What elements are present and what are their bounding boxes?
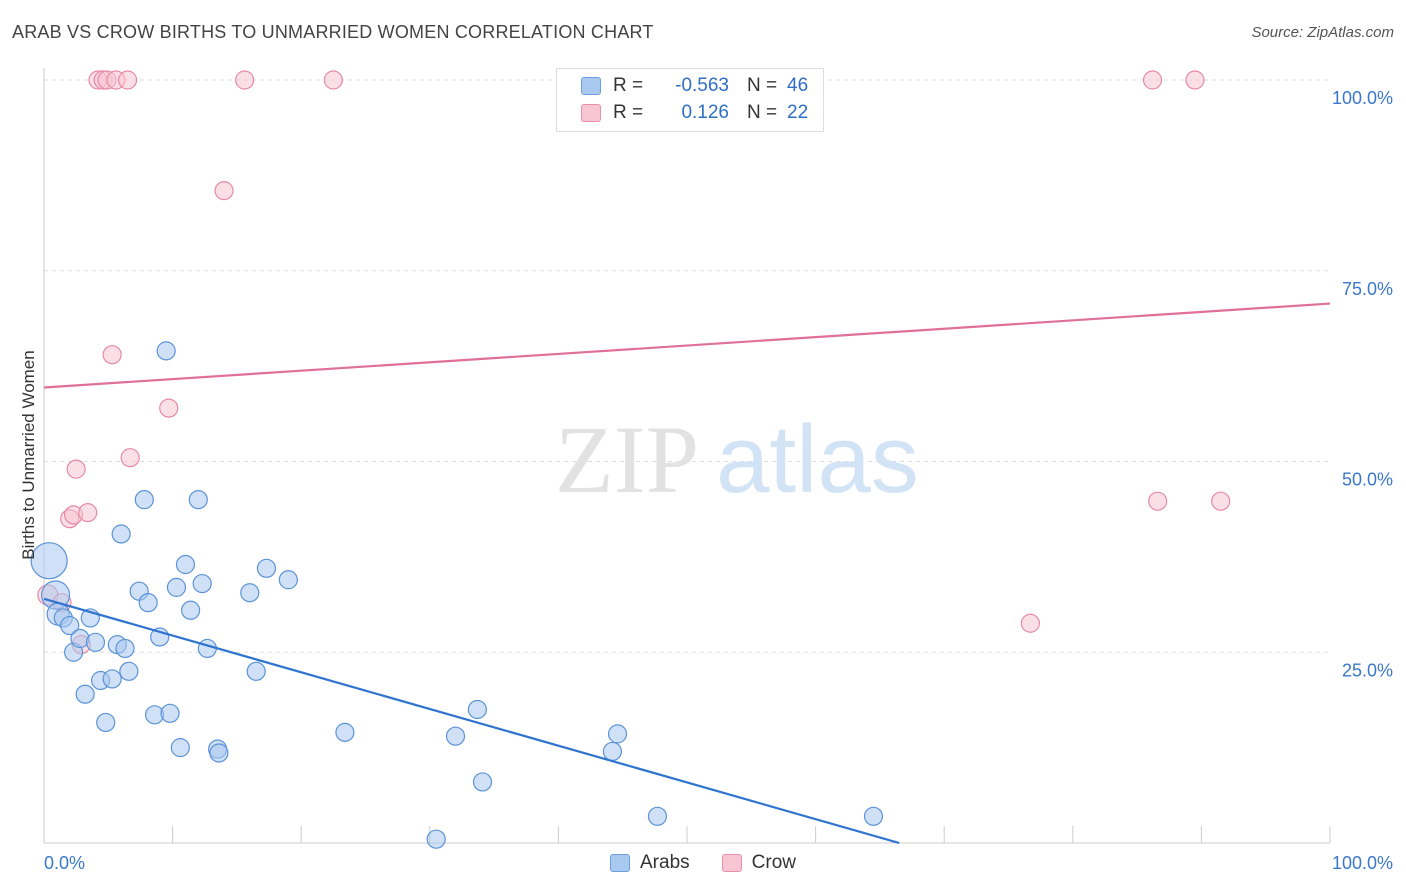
arabs-point[interactable] bbox=[160, 703, 180, 723]
arabs-point[interactable] bbox=[60, 615, 80, 636]
arabs-point[interactable] bbox=[467, 699, 487, 720]
crow-point[interactable] bbox=[120, 448, 140, 468]
arabs-point[interactable] bbox=[138, 593, 158, 613]
crow-point[interactable] bbox=[1148, 491, 1168, 511]
arabs-point[interactable] bbox=[278, 570, 298, 590]
arabs-point[interactable] bbox=[335, 722, 355, 742]
arabs-points bbox=[30, 341, 884, 849]
r-value: 0.126 bbox=[681, 102, 729, 123]
crow-point[interactable] bbox=[78, 503, 98, 523]
legend-row-arabs: R = -0.563 N = 46 bbox=[581, 73, 808, 99]
y-tick-label: 25.0% bbox=[1342, 660, 1393, 680]
crow-point[interactable] bbox=[1142, 70, 1163, 90]
arabs-point[interactable] bbox=[246, 661, 266, 681]
n-value: 22 bbox=[787, 102, 809, 123]
n-value: 46 bbox=[787, 75, 809, 96]
arabs-point[interactable] bbox=[111, 524, 131, 544]
crow-point[interactable] bbox=[323, 70, 343, 90]
crow-legend-label: Crow bbox=[751, 852, 796, 873]
r-label: R = bbox=[613, 102, 644, 123]
crow-point[interactable] bbox=[1211, 491, 1231, 511]
arabs-point[interactable] bbox=[256, 558, 277, 578]
chart-title: ARAB VS CROW BIRTHS TO UNMARRIED WOMEN C… bbox=[12, 22, 654, 42]
crow-point[interactable] bbox=[1020, 613, 1040, 633]
y-tick-label: 75.0% bbox=[1342, 279, 1393, 299]
arabs-point[interactable] bbox=[647, 806, 668, 826]
y-tick-label: 50.0% bbox=[1342, 470, 1393, 490]
arabs-point[interactable] bbox=[445, 726, 466, 746]
arabs-point[interactable] bbox=[181, 600, 201, 620]
arabs-point[interactable] bbox=[75, 684, 95, 704]
n-label: N = bbox=[747, 75, 778, 96]
n-label: N = bbox=[747, 102, 778, 123]
crow-point[interactable] bbox=[159, 398, 179, 418]
r-value: -0.563 bbox=[675, 75, 729, 96]
crow-legend-swatch bbox=[721, 854, 742, 872]
watermark-zip: ZIP bbox=[555, 406, 699, 513]
x-tick-label: 100.0% bbox=[1332, 853, 1393, 873]
crow-point[interactable] bbox=[102, 345, 122, 365]
crow-point[interactable] bbox=[214, 181, 234, 201]
crow-point[interactable] bbox=[235, 70, 255, 90]
arabs-point[interactable] bbox=[240, 583, 260, 603]
arabs-point[interactable] bbox=[602, 741, 623, 762]
arabs-point[interactable] bbox=[607, 724, 628, 744]
arabs-point[interactable] bbox=[170, 738, 190, 758]
x-tick-label: 0.0% bbox=[44, 853, 85, 873]
arabs-point[interactable] bbox=[175, 554, 196, 575]
arabs-point[interactable] bbox=[30, 542, 68, 580]
arabs-point[interactable] bbox=[102, 669, 122, 689]
arabs-trend-line bbox=[43, 597, 900, 845]
arabs-point[interactable] bbox=[115, 638, 135, 659]
crow-swatch bbox=[581, 104, 601, 122]
r-label: R = bbox=[613, 75, 644, 96]
crow-point[interactable] bbox=[1185, 70, 1205, 90]
arabs-point[interactable] bbox=[472, 772, 493, 792]
tick-labels: 25.0% 50.0% 75.0% 100.0% 0.0% 100.0% bbox=[44, 88, 1393, 873]
y-tick-label: 100.0% bbox=[1332, 88, 1393, 108]
arabs-point[interactable] bbox=[119, 661, 139, 681]
arabs-point[interactable] bbox=[156, 341, 176, 361]
crow-points bbox=[37, 70, 1231, 655]
arabs-point[interactable] bbox=[85, 632, 106, 652]
arabs-point[interactable] bbox=[192, 573, 212, 594]
watermark: ZIP atlas bbox=[555, 406, 919, 513]
arabs-point[interactable] bbox=[134, 490, 154, 510]
arabs-legend-label: Arabs bbox=[640, 852, 690, 873]
arabs-swatch bbox=[581, 77, 601, 95]
stats-legend: R = -0.563 N = 46 R = 0.126 N = 22 bbox=[556, 68, 824, 132]
arabs-point[interactable] bbox=[863, 806, 884, 826]
legend-item-crow[interactable]: Crow bbox=[721, 852, 796, 874]
y-axis-label: Births to Unmarried Women bbox=[19, 350, 38, 559]
arabs-point[interactable] bbox=[96, 712, 116, 733]
crow-point[interactable] bbox=[66, 459, 86, 479]
trend-lines bbox=[43, 302, 1331, 845]
crow-point[interactable] bbox=[117, 70, 138, 90]
grid-lines bbox=[44, 79, 1330, 653]
legend-row-crow: R = 0.126 N = 22 bbox=[581, 100, 808, 126]
source-label: Source: ZipAtlas.com bbox=[1251, 24, 1394, 41]
series-legend: Arabs Crow bbox=[0, 852, 1406, 874]
legend-item-arabs[interactable]: Arabs bbox=[610, 852, 690, 874]
arabs-point[interactable] bbox=[166, 577, 187, 597]
arabs-point[interactable] bbox=[209, 743, 229, 763]
axes bbox=[43, 68, 1331, 844]
arabs-legend-swatch bbox=[610, 854, 630, 872]
crow-trend-line bbox=[43, 302, 1331, 389]
watermark-atlas: atlas bbox=[716, 406, 919, 513]
arabs-point[interactable] bbox=[188, 490, 208, 510]
arabs-point[interactable] bbox=[426, 829, 446, 849]
arabs-point[interactable] bbox=[197, 638, 217, 659]
